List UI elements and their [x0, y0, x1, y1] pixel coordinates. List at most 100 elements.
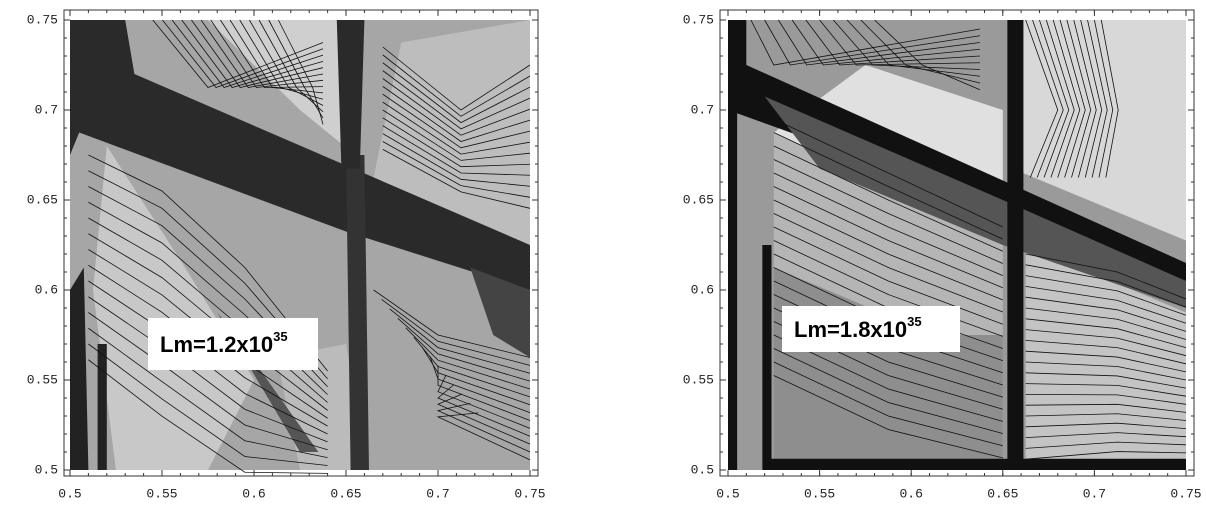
dark-band: [70, 20, 530, 290]
contour-line: [773, 348, 1003, 434]
y-tick-label: 0.55: [683, 372, 714, 387]
contour-line: [382, 101, 531, 155]
light-region: [1011, 20, 1186, 241]
x-tick-label: 0.6: [899, 486, 922, 501]
y-tick-label: 0.5: [691, 462, 714, 477]
annotation-exponent: 35: [273, 329, 287, 344]
x-tick-label: 0.5: [716, 486, 739, 501]
contour-line: [1025, 340, 1187, 365]
contour-line: [382, 62, 531, 124]
y-tick-label: 0.75: [27, 12, 58, 27]
contour-line: [773, 375, 1003, 459]
y-tick-label: 0.7: [691, 102, 714, 117]
y-tick-label: 0.5: [35, 462, 58, 477]
contour-line: [278, 19, 324, 125]
contour-line: [1025, 264, 1187, 308]
contour-line: [1087, 19, 1108, 178]
contour-line: [88, 233, 328, 411]
y-tick-label: 0.7: [35, 102, 58, 117]
annotation-box: [148, 318, 318, 370]
contour-line: [1025, 318, 1187, 348]
contour-line: [1066, 19, 1092, 178]
contour-line: [1059, 19, 1086, 178]
contour-line: [773, 199, 1003, 301]
dark-band: [728, 20, 1186, 281]
annotation-exponent: 35: [907, 314, 921, 329]
contour-line: [778, 19, 980, 66]
contour-line: [436, 412, 531, 461]
contour-line: [1094, 19, 1114, 178]
contour-line: [1025, 329, 1187, 357]
contour-line: [382, 141, 531, 198]
contour-line: [1100, 19, 1119, 178]
contour-line: [229, 19, 324, 94]
contour-line: [88, 343, 328, 466]
annotation-box: [782, 306, 960, 352]
contour-line: [382, 125, 531, 176]
contour-line: [1039, 19, 1070, 178]
dark-band: [762, 245, 772, 470]
contour-line: [1025, 307, 1187, 340]
light-region: [373, 20, 530, 245]
annotation: Lm=1.2x1035: [160, 329, 288, 356]
contour-line: [773, 145, 1003, 252]
x-tick-label: 0.65: [987, 486, 1018, 501]
plot-frame: [719, 9, 1195, 477]
contour-line: [1025, 451, 1187, 460]
dark-band: [470, 267, 530, 358]
contour-line: [1025, 296, 1187, 332]
x-tick-label: 0.7: [426, 486, 449, 501]
y-tick-label: 0.6: [35, 282, 58, 297]
contour-line: [1080, 19, 1103, 178]
contour-line: [805, 19, 980, 66]
contour-line: [1025, 393, 1187, 405]
y-tick-label: 0.55: [27, 372, 58, 387]
dark-band: [336, 20, 365, 169]
contour-line: [382, 133, 531, 187]
contour-line: [833, 19, 980, 70]
contour-line: [791, 19, 980, 66]
contour-line: [764, 19, 980, 66]
contour-line: [88, 327, 328, 459]
contour-line: [88, 312, 328, 451]
contour-panel: 0.5 0.55 0.6 0.65 0.7 0.75 0.5 0.55 0.6 0.65 0.7 0.…: [27, 9, 546, 501]
contour-line: [397, 318, 531, 382]
contour-line: [860, 19, 980, 84]
dark-band: [728, 20, 738, 470]
contour-panel: 0.5 0.55 0.6 0.65 0.7 0.75 0.5 0.55 0.6 0.65 0.7 0.…: [683, 9, 1202, 501]
contour-line: [162, 19, 324, 88]
contour-line: [436, 403, 531, 453]
contour-line: [88, 296, 328, 443]
contour-line: [191, 19, 324, 88]
x-tick-label: 0.5: [58, 486, 81, 501]
x-tick-label: 0.75: [514, 486, 545, 501]
contour-line: [437, 374, 531, 429]
dark-band: [764, 458, 1186, 470]
contour-line: [773, 186, 1003, 289]
contour-line: [382, 46, 531, 111]
contour-line: [1025, 383, 1187, 397]
contour-line: [1045, 19, 1075, 178]
contour-line: [382, 93, 531, 149]
contour-line: [773, 334, 1003, 422]
contour-line: [773, 213, 1003, 313]
contour-line: [1025, 422, 1187, 429]
y-tick-label: 0.65: [27, 192, 58, 207]
contour-line: [1025, 275, 1187, 316]
contour-line: [773, 172, 1003, 276]
contour-line: [436, 393, 531, 445]
contour-line: [382, 70, 531, 130]
contour-line: [181, 19, 324, 88]
contour-line: [750, 19, 980, 66]
contour-line: [1025, 19, 1059, 178]
y-tick-label: 0.65: [683, 192, 714, 207]
contour-line: [382, 149, 531, 209]
contour-line: [773, 361, 1003, 447]
x-tick-label: 0.75: [1170, 486, 1201, 501]
contour-line: [381, 299, 531, 366]
dark-band: [346, 155, 369, 470]
contour-line: [773, 159, 1003, 264]
contour-line: [819, 19, 980, 66]
contour-line: [382, 78, 531, 136]
